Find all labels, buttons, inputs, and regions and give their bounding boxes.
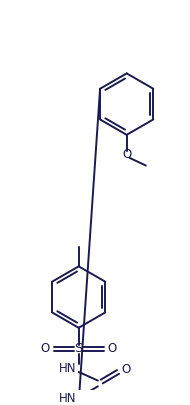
Text: O: O	[122, 147, 131, 160]
Text: HN: HN	[59, 392, 77, 405]
Text: O: O	[108, 342, 117, 356]
Text: O: O	[40, 342, 50, 356]
Text: HN: HN	[59, 362, 77, 375]
Text: S: S	[74, 342, 83, 356]
Text: O: O	[121, 362, 130, 375]
